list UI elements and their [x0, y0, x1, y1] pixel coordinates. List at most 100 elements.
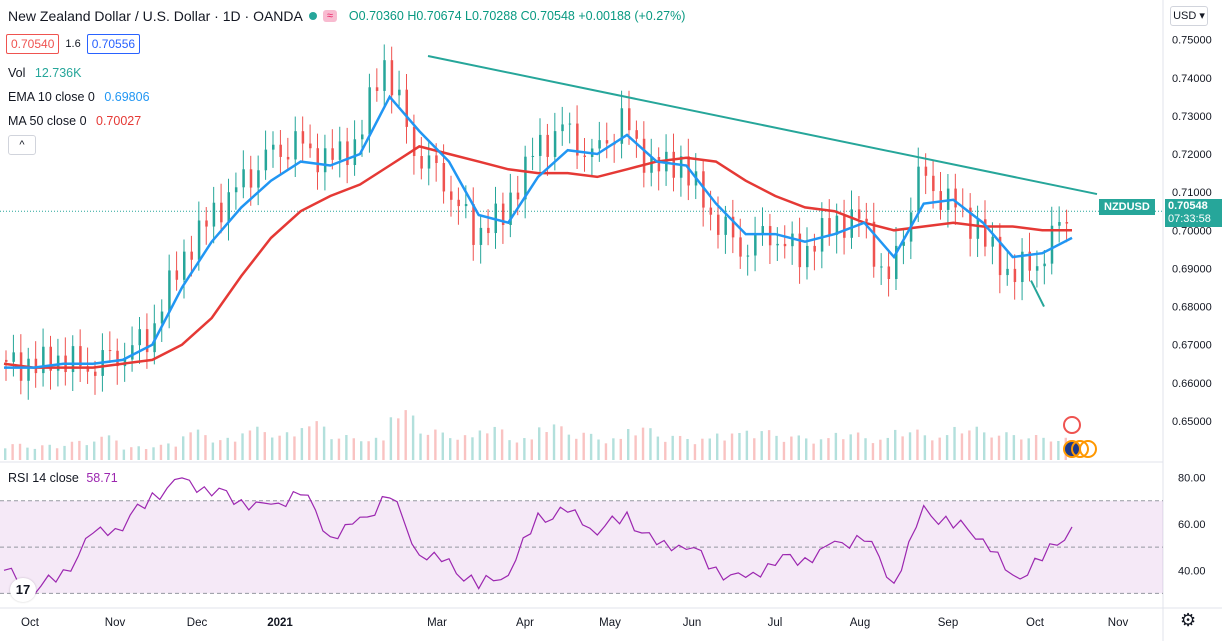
volume-bar — [70, 441, 74, 460]
volume-bar — [248, 430, 252, 460]
volume-bar — [271, 437, 274, 460]
x-tick-label: Mar — [427, 617, 447, 629]
candle-body — [583, 155, 586, 158]
candle-body — [249, 169, 253, 188]
volume-bar — [879, 439, 882, 460]
volume-bar — [174, 446, 177, 460]
volume-bar — [671, 435, 674, 460]
volume-bar — [256, 426, 259, 460]
volume-bar — [960, 433, 964, 460]
y-tick-label: 0.70000 — [1172, 225, 1212, 237]
x-tick-label: May — [599, 617, 621, 629]
volume-bar — [901, 436, 904, 460]
candle-body — [197, 220, 201, 260]
volume-bar — [523, 438, 526, 460]
vol-value: 12.736K — [34, 66, 82, 80]
y-tick-label: 0.68000 — [1172, 302, 1212, 314]
x-tick-label: Jul — [768, 617, 783, 629]
volume-bar — [560, 426, 563, 460]
volume-bar — [649, 428, 652, 460]
volume-bar — [864, 438, 867, 460]
volume-bar — [285, 432, 289, 460]
volume-bar — [33, 448, 37, 460]
vol-label: Vol — [8, 66, 26, 80]
candle-body — [398, 89, 401, 96]
candle-body — [754, 233, 757, 256]
legend-rsi[interactable]: RSI 14 close 58.71 — [8, 471, 118, 485]
volume-bar — [997, 435, 1001, 460]
legend-ma[interactable]: MA 50 close 0 0.70027 — [8, 114, 141, 128]
candle-body — [257, 170, 260, 188]
volume-bar — [575, 438, 578, 460]
volume-bar — [582, 432, 585, 460]
candle-body — [768, 226, 772, 246]
legend-ema[interactable]: EMA 10 close 0 0.69806 — [8, 90, 150, 104]
tradingview-logo-icon[interactable]: 17 — [10, 578, 36, 602]
candle-body — [761, 226, 764, 234]
volume-bar — [708, 438, 711, 460]
volume-bar — [953, 426, 956, 460]
volume-bar — [382, 440, 385, 460]
candle-body — [479, 227, 483, 245]
candle-body — [546, 134, 549, 157]
volume-bar — [315, 421, 318, 460]
volume-bar — [389, 417, 393, 460]
candle-body — [1035, 266, 1039, 271]
candle-body — [145, 329, 149, 353]
candle-body — [880, 266, 883, 268]
volume-bar — [849, 434, 852, 460]
volume-bar — [983, 432, 986, 460]
candle-body — [5, 359, 8, 362]
candle-body — [679, 156, 683, 178]
collapse-legend-button[interactable]: ^ — [8, 135, 36, 155]
candle-body — [806, 245, 809, 268]
volume-bar — [18, 443, 22, 460]
gear-icon[interactable]: ⚙ — [1180, 610, 1197, 630]
ema-label: EMA 10 close 0 — [8, 90, 95, 104]
volume-bar — [916, 429, 919, 460]
volume-bar — [938, 437, 941, 460]
candle-body — [895, 245, 898, 280]
legend-vol[interactable]: Vol 12.736K — [8, 66, 81, 80]
candle-body — [160, 311, 164, 324]
volume-bar — [226, 437, 229, 460]
y-tick-label: 0.72000 — [1172, 149, 1212, 161]
candle-body — [813, 245, 816, 252]
volume-bar — [834, 432, 838, 460]
candle-body — [568, 123, 572, 125]
volume-bar — [686, 438, 689, 460]
trendline-lower — [1030, 280, 1045, 307]
candle-body — [346, 141, 349, 166]
candle-body — [857, 209, 861, 219]
currency-select[interactable]: USD ▾ — [1170, 6, 1208, 26]
ema10-line — [4, 94, 1073, 369]
y-tick-label: 0.75000 — [1172, 35, 1212, 47]
volume-bar — [597, 439, 600, 460]
data-source-icon[interactable]: ≈ — [322, 10, 337, 22]
ohlc-values: O0.70360 H0.70674 L0.70288 C0.70548 +0.0… — [349, 9, 685, 23]
buy-price-button[interactable]: 0.70556 — [86, 34, 141, 54]
volume-bar — [41, 445, 44, 460]
volume-bar — [478, 430, 482, 460]
candle-body — [620, 108, 624, 144]
bar-countdown: 07:33:58 — [1168, 213, 1211, 225]
volume-bar — [152, 447, 155, 460]
nz-flag-icon — [1079, 440, 1097, 458]
volume-bar — [1005, 432, 1008, 460]
volume-bar — [812, 443, 815, 460]
volume-bar — [308, 426, 311, 460]
volume-bar — [515, 442, 519, 460]
candle-body — [798, 233, 802, 268]
candle-body — [323, 148, 327, 173]
volume-bar — [975, 426, 978, 460]
volume-bar — [664, 441, 667, 460]
candle-body — [264, 149, 268, 171]
rsi-tick-label: 80.00 — [1178, 473, 1206, 485]
candle-body — [316, 148, 319, 173]
volume-bar — [100, 436, 103, 460]
volume-bar — [196, 429, 200, 460]
volume-bar — [204, 435, 207, 460]
volume-bar — [137, 446, 140, 460]
volume-bar — [404, 410, 407, 460]
sell-price-button[interactable]: 0.70540 — [6, 34, 60, 54]
